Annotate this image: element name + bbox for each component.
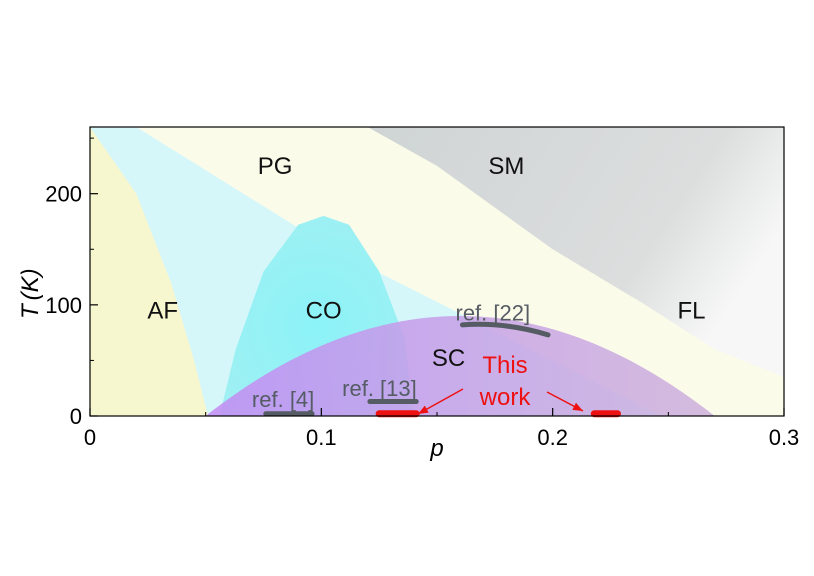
ref-label-13: ref. [13] — [342, 376, 417, 401]
region-label-af: AF — [147, 297, 178, 324]
x-tick-label: 0 — [84, 425, 96, 450]
y-axis-label: T (K) — [17, 268, 44, 319]
this-work-label-line1: This — [482, 352, 527, 379]
x-tick-label: 0.1 — [306, 425, 337, 450]
y-axis-label-symbol: T — [17, 302, 44, 319]
af-region — [90, 127, 208, 416]
y-tick-label: 100 — [45, 293, 82, 318]
region-label-co: CO — [306, 297, 342, 324]
ref-label-4: ref. [4] — [252, 387, 314, 412]
region-label-pg: PG — [258, 153, 293, 180]
x-axis-label: p — [429, 435, 443, 462]
this-work-arrow-right — [546, 391, 584, 412]
y-tick-label: 200 — [45, 182, 82, 207]
region-label-sm: SM — [488, 153, 524, 180]
x-tick-label: 0.3 — [769, 425, 800, 450]
ref-label-22: ref. [22] — [456, 300, 531, 325]
region-label-sc: SC — [432, 345, 465, 372]
y-tick-label: 0 — [70, 404, 82, 429]
region-label-fl: FL — [677, 297, 705, 324]
x-tick-label: 0.2 — [537, 425, 568, 450]
this-work-label-line2: work — [479, 384, 532, 411]
sc-region — [205, 316, 715, 416]
this-work-arrow-left — [417, 388, 464, 415]
y-axis-title: T (K) — [17, 268, 44, 319]
ref-line-2 — [459, 321, 551, 338]
sm-region — [367, 127, 784, 378]
y-axis-label-unit: (K) — [17, 268, 44, 300]
